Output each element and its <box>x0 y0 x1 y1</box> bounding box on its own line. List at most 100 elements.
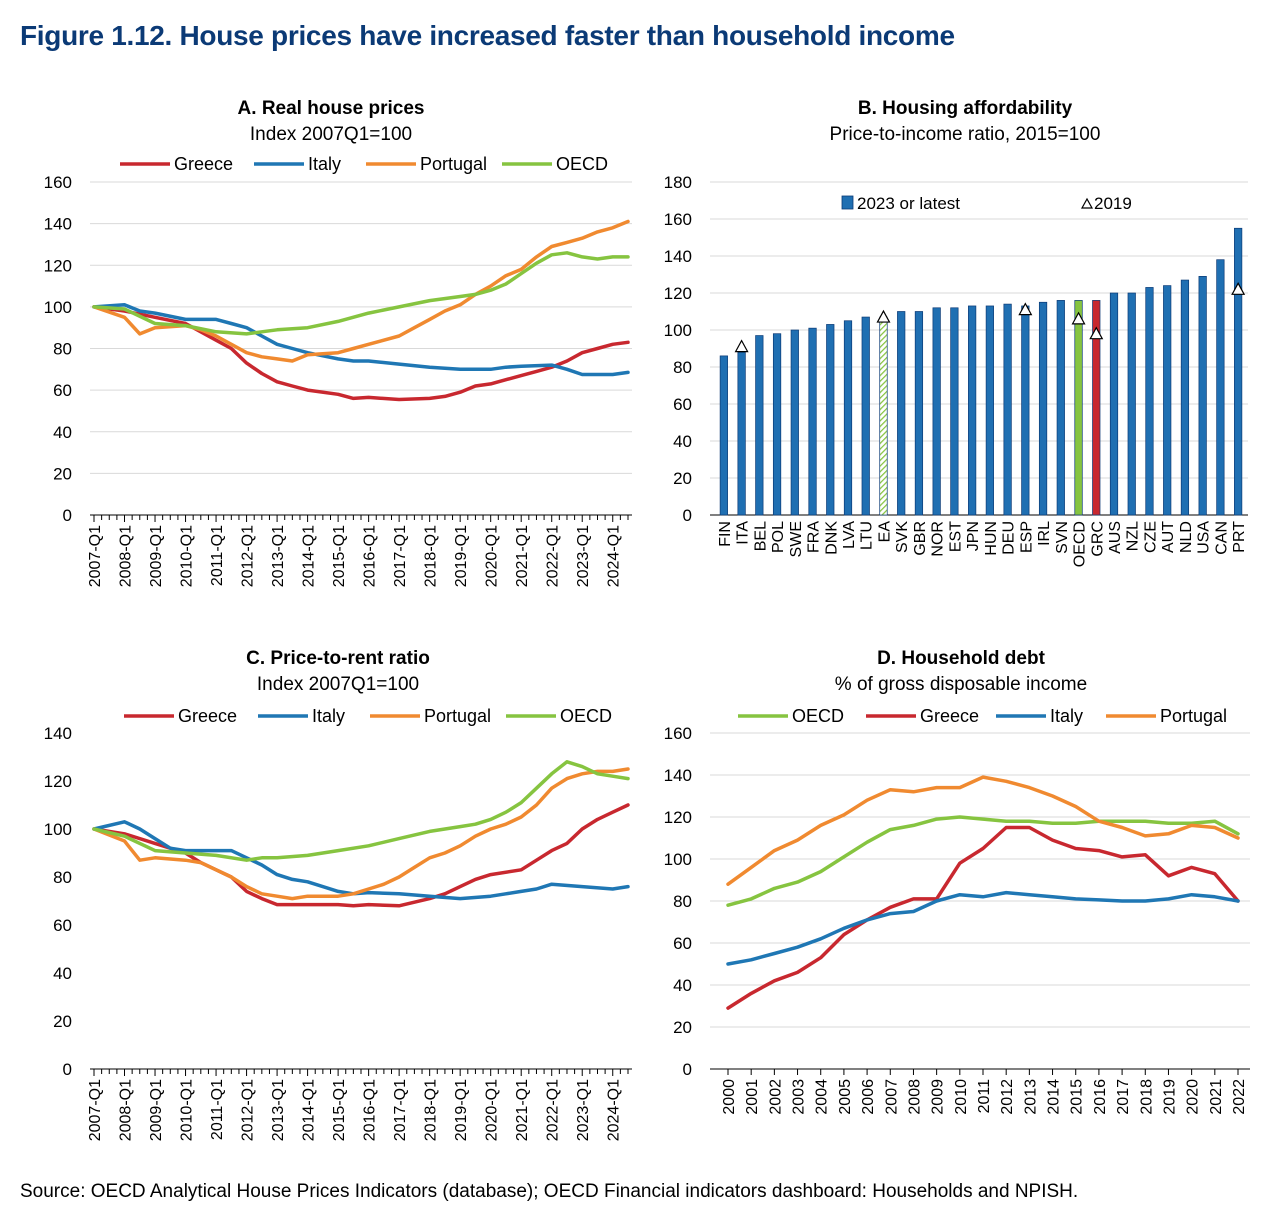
bar-ltu <box>861 316 870 516</box>
x-tick-label: 2023-Q1 <box>575 525 592 587</box>
panel-title: C. Price-to-rent ratio <box>246 648 430 669</box>
x-tick-label: 2001 <box>744 1079 761 1115</box>
x-tick-label: 2009-Q1 <box>148 525 165 587</box>
figure-title: Figure 1.12. House prices have increased… <box>20 20 955 51</box>
y-tick-label: 20 <box>53 1012 72 1031</box>
x-tick-label: 2008-Q1 <box>118 525 135 587</box>
x-tick-label: 2012-Q1 <box>240 525 257 587</box>
x-tick-label: 2003 <box>791 1079 808 1115</box>
bar-lva <box>843 320 853 516</box>
x-tick-label: 2012 <box>999 1079 1016 1115</box>
marker-2019-oecd <box>1071 311 1086 325</box>
y-tick-label: 60 <box>53 916 72 935</box>
y-tick-label: 140 <box>664 247 692 266</box>
legend-label-oecd: OECD <box>792 706 844 726</box>
bar-fin <box>719 355 728 516</box>
x-tick-label: LTU <box>859 521 876 550</box>
bar-grc <box>1092 300 1101 516</box>
x-tick-label: OECD <box>1072 521 1089 567</box>
x-tick-label: 2020-Q1 <box>484 525 501 587</box>
panel-title: A. Real house prices <box>238 98 425 119</box>
bar-gbr <box>914 311 924 516</box>
x-tick-label: EST <box>947 521 964 552</box>
x-tick-label: GBR <box>912 521 929 556</box>
x-tick-label: 2019 <box>1161 1079 1178 1115</box>
x-tick-label: 2015 <box>1069 1079 1086 1115</box>
legend-label-oecd: OECD <box>560 706 612 726</box>
legend-label-portugal: Portugal <box>424 706 491 726</box>
y-tick-label: 40 <box>53 964 72 983</box>
panel-b-housing-affordability: B. Housing affordability Price-to-income … <box>664 98 1249 567</box>
x-tick-label: DNK <box>823 521 840 555</box>
panel-subtitle: Index 2007Q1=100 <box>257 674 419 695</box>
series-line-portugal <box>92 767 630 901</box>
x-tick-label: 2007-Q1 <box>87 525 104 587</box>
marker-2019-ea <box>876 309 891 323</box>
x-tick-label: 2010 <box>953 1079 970 1115</box>
y-tick-label: 100 <box>664 850 692 869</box>
x-tick-label: AUS <box>1107 521 1124 554</box>
x-tick-label: 2016 <box>1092 1079 1109 1115</box>
x-tick-label: 2019-Q1 <box>453 1079 470 1141</box>
source-note: Source: OECD Analytical House Prices Ind… <box>20 1181 1079 1202</box>
x-tick-label: CZE <box>1142 521 1159 553</box>
y-tick-label: 140 <box>44 724 72 743</box>
y-tick-label: 80 <box>53 868 72 887</box>
panel-d-household-debt: D. Household debt % of gross disposable i… <box>664 648 1250 1115</box>
x-tick-label: SVK <box>894 521 911 553</box>
y-tick-label: 40 <box>53 423 72 442</box>
x-tick-label: 2024-Q1 <box>606 1079 623 1141</box>
x-tick-label: 2024-Q1 <box>606 525 623 587</box>
y-tick-label: 80 <box>673 892 692 911</box>
x-tick-label: 2007-Q1 <box>87 1079 104 1141</box>
bar-bel <box>755 335 764 516</box>
bar-ita <box>737 351 746 516</box>
y-tick-label: 140 <box>664 766 692 785</box>
bar-usa <box>1198 276 1207 516</box>
x-tick-label: 2013 <box>1022 1079 1039 1115</box>
x-tick-label: NLD <box>1178 521 1195 553</box>
y-tick-label: 0 <box>683 1060 692 1079</box>
marker-2019-prt <box>1231 282 1246 295</box>
legend-label-italy: Italy <box>308 154 341 174</box>
series-line-oecd <box>726 815 1240 907</box>
marker-2019-esp <box>1018 302 1033 316</box>
bar-fra <box>808 327 817 516</box>
series-line-oecd <box>92 251 630 336</box>
y-tick-label: 120 <box>664 808 692 827</box>
panel-a-real-house-prices: A. Real house prices Index 2007Q1=100 Gree… <box>44 98 632 587</box>
bar-nor <box>932 307 941 516</box>
series-line-oecd <box>92 760 630 862</box>
legend-label-portugal: Portugal <box>420 154 487 174</box>
y-tick-label: 80 <box>673 358 692 377</box>
y-tick-label: 100 <box>44 820 72 839</box>
y-tick-label: 100 <box>44 298 72 317</box>
bar-aus <box>1109 292 1119 516</box>
y-tick-label: 0 <box>63 506 72 525</box>
legend-label-italy: Italy <box>312 706 345 726</box>
series-line-italy <box>726 890 1240 966</box>
legend-label-2019: 2019 <box>1094 194 1132 213</box>
x-tick-label: SWE <box>788 521 805 557</box>
x-tick-label: 2011-Q1 <box>209 1079 226 1140</box>
x-tick-label: NOR <box>930 521 947 557</box>
x-tick-label: DEU <box>1001 521 1018 555</box>
x-tick-label: 2009 <box>930 1079 947 1115</box>
x-tick-label: SVN <box>1054 521 1071 554</box>
bar-pol <box>772 333 782 516</box>
y-tick-label: 80 <box>53 340 72 359</box>
panel-c-price-to-rent-ratio: C. Price-to-rent ratio Index 2007Q1=100 Gr… <box>44 648 632 1141</box>
series-line-portugal <box>92 219 630 363</box>
x-tick-label: 2023-Q1 <box>575 1079 592 1141</box>
x-tick-label: 2014 <box>1046 1079 1063 1115</box>
x-tick-label: 2008 <box>906 1079 923 1115</box>
y-tick-label: 160 <box>664 724 692 743</box>
legend-label-latest: 2023 or latest <box>857 194 960 213</box>
y-tick-label: 180 <box>664 173 692 192</box>
y-tick-label: 120 <box>44 772 72 791</box>
legend-label-italy: Italy <box>1050 706 1083 726</box>
x-tick-label: 2017 <box>1115 1079 1132 1115</box>
x-tick-label: 2006 <box>860 1079 877 1115</box>
bar-jpn <box>968 305 977 516</box>
x-tick-label: 2012-Q1 <box>240 1079 257 1141</box>
